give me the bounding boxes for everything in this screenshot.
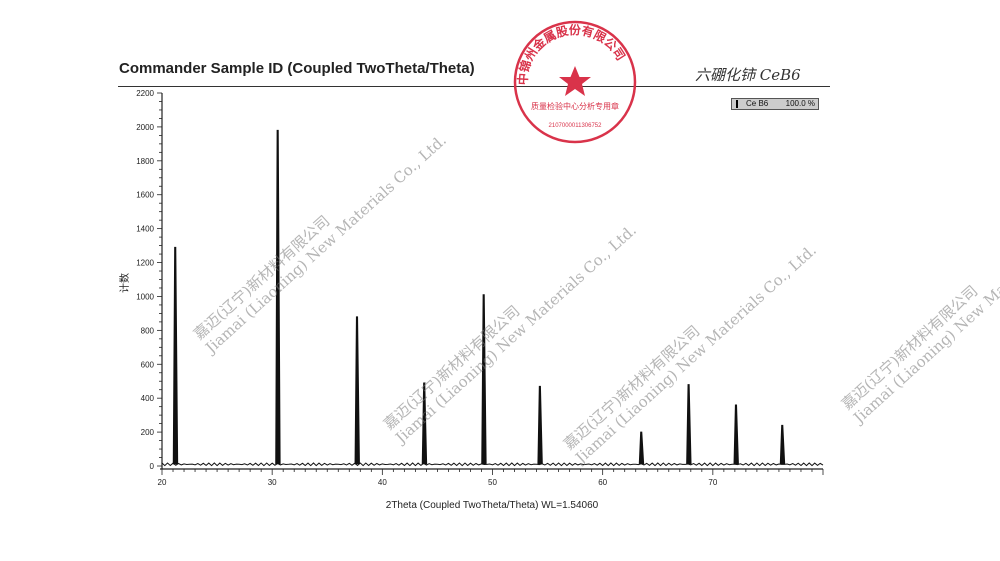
stamp-number: 2107000011306752 <box>549 123 603 129</box>
y-tick-label: 400 <box>141 394 155 403</box>
y-tick-label: 800 <box>141 326 155 335</box>
y-tick-label: 1000 <box>136 292 154 301</box>
y-tick-label: 200 <box>141 428 155 437</box>
diffraction-peak <box>733 404 739 465</box>
diffraction-peak <box>354 316 360 465</box>
star-icon <box>559 66 591 96</box>
handwritten-note: 六硼化铈 CeB6 <box>695 66 801 84</box>
y-tick-label: 2000 <box>136 123 154 132</box>
y-tick-label: 1600 <box>136 191 154 200</box>
diffraction-peak <box>537 385 543 465</box>
x-axis-label: 2Theta (Coupled TwoTheta/Theta) WL=1.540… <box>386 500 599 511</box>
chart-title: Commander Sample ID (Coupled TwoTheta/Th… <box>119 60 475 77</box>
title-rule <box>118 86 830 87</box>
diffraction-peak <box>275 129 281 465</box>
y-tick-label: 1200 <box>136 259 154 268</box>
legend: Ce B6 100.0 % <box>731 98 819 110</box>
y-tick-label: 600 <box>141 360 155 369</box>
legend-percent: 100.0 % <box>785 99 815 108</box>
stamp-inner-text: 质量检验中心分析专用章 <box>531 101 619 111</box>
y-tick-label: 1400 <box>136 225 154 234</box>
diffraction-peak <box>686 384 692 465</box>
diffraction-peak <box>481 294 487 465</box>
diffraction-peak <box>421 382 428 465</box>
diffraction-peak <box>172 246 179 465</box>
diffraction-peak <box>779 424 786 465</box>
stamp: 中锦州金属股份有限公司 质量检验中心分析专用章 2107000011306752 <box>513 20 637 144</box>
x-tick-label: 30 <box>268 478 277 487</box>
legend-swatch <box>736 100 738 108</box>
baseline-trace <box>161 461 824 467</box>
x-tick-label: 20 <box>158 478 167 487</box>
y-tick-label: 0 <box>150 462 155 471</box>
x-tick-label: 70 <box>708 478 717 487</box>
x-tick-label: 50 <box>488 478 497 487</box>
legend-name: Ce B6 <box>746 99 769 108</box>
x-tick-label: 40 <box>378 478 387 487</box>
diffraction-peak <box>638 431 645 465</box>
y-axis-label: 计数 <box>118 273 131 293</box>
y-tick-label: 1800 <box>136 157 154 166</box>
y-tick-label: 2200 <box>136 89 154 98</box>
stamp-circle <box>513 20 637 144</box>
x-tick-label: 60 <box>598 478 607 487</box>
